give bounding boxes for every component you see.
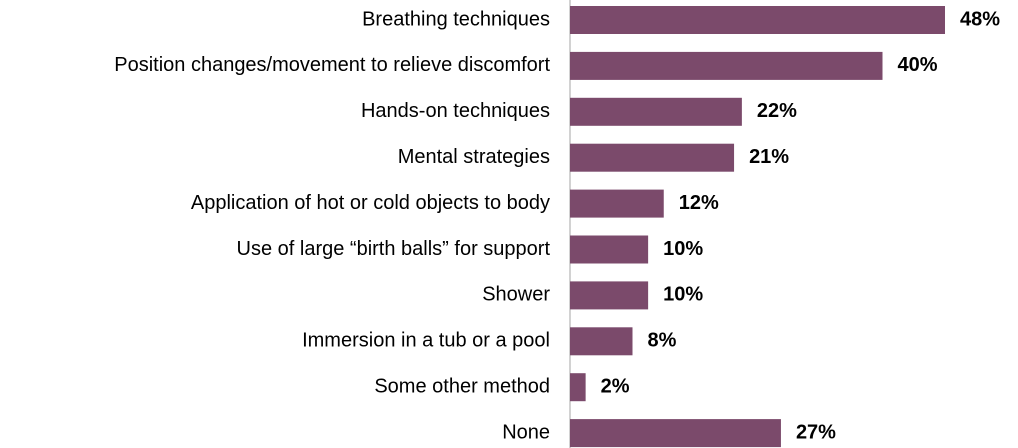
value-label: 10% <box>663 284 703 306</box>
category-label: Use of large “birth balls” for support <box>237 238 551 260</box>
bar <box>570 189 664 218</box>
value-label: 27% <box>796 421 836 443</box>
category-label: Some other method <box>374 375 550 397</box>
value-label: 12% <box>679 192 719 214</box>
category-label: None <box>502 421 550 443</box>
category-label: Position changes/movement to relieve dis… <box>114 54 550 76</box>
category-label: Shower <box>482 284 550 306</box>
bar <box>570 235 649 264</box>
category-label: Hands-on techniques <box>361 100 550 122</box>
value-label: 40% <box>898 54 938 76</box>
category-label: Application of hot or cold objects to bo… <box>191 192 550 214</box>
bar <box>570 51 883 80</box>
category-label: Breathing techniques <box>362 8 550 30</box>
value-label: 2% <box>601 375 630 397</box>
bar <box>570 97 742 126</box>
value-label: 48% <box>960 8 1000 30</box>
bar <box>570 327 633 356</box>
bar <box>570 6 945 34</box>
bar <box>570 373 586 402</box>
category-label: Immersion in a tub or a pool <box>302 330 550 352</box>
bar <box>570 143 735 172</box>
bar <box>570 419 781 448</box>
value-label: 22% <box>757 100 797 122</box>
value-label: 8% <box>648 330 677 352</box>
category-label: Mental strategies <box>398 146 550 168</box>
value-label: 10% <box>663 238 703 260</box>
value-label: 21% <box>749 146 789 168</box>
bar <box>570 281 649 310</box>
